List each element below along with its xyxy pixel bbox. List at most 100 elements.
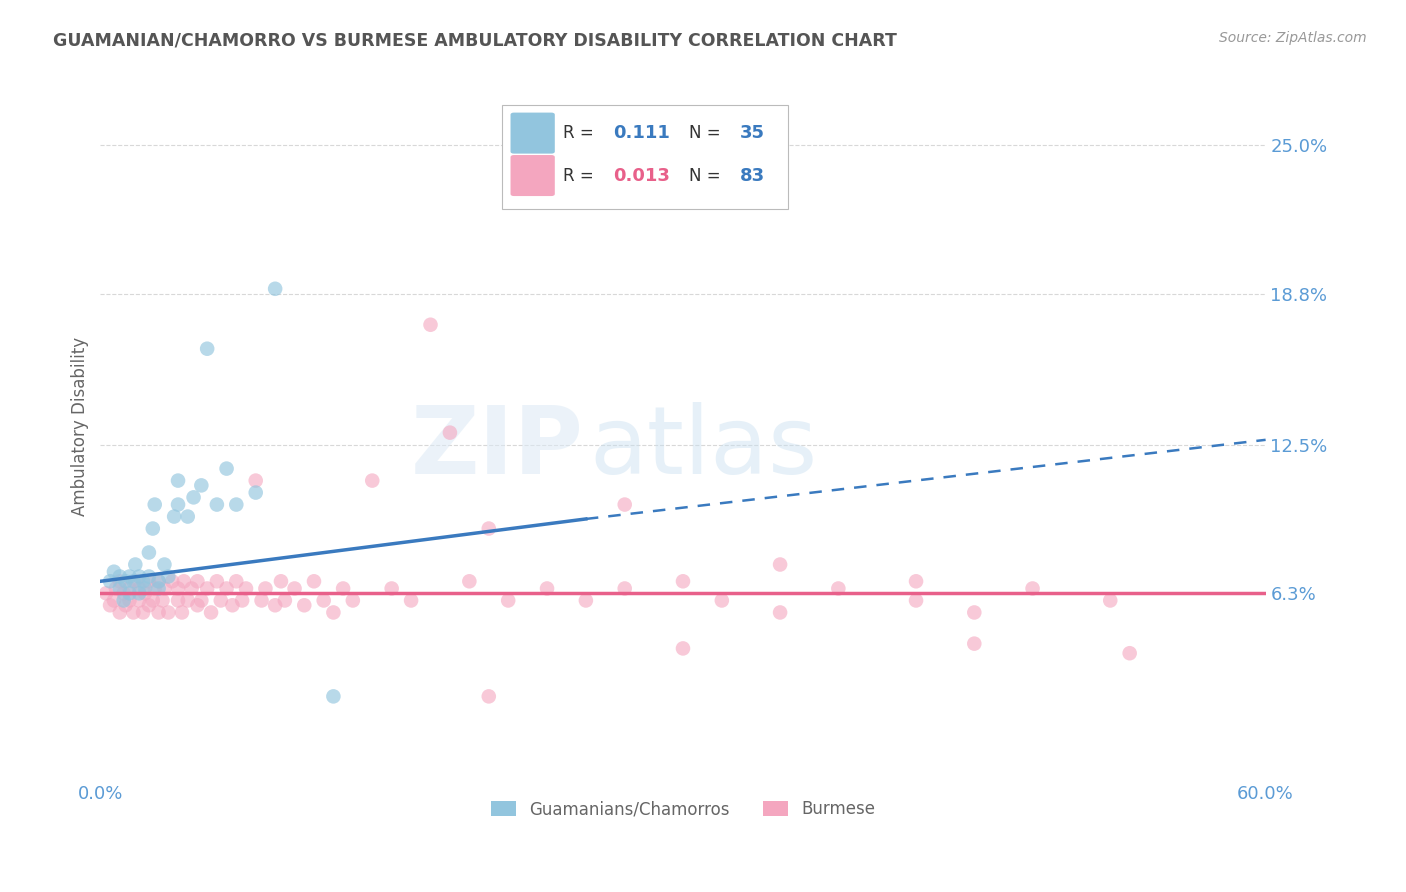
Text: N =: N = bbox=[689, 167, 725, 185]
Point bbox=[153, 582, 176, 596]
Point bbox=[209, 593, 232, 607]
Point bbox=[122, 574, 145, 589]
Point bbox=[963, 637, 986, 651]
Point bbox=[284, 582, 307, 596]
Point bbox=[138, 599, 160, 613]
Point bbox=[575, 593, 598, 607]
Point bbox=[160, 574, 183, 589]
Point bbox=[118, 569, 141, 583]
Point bbox=[96, 586, 118, 600]
Point bbox=[186, 599, 208, 613]
Point bbox=[167, 582, 190, 596]
Point bbox=[103, 593, 125, 607]
Text: 0.111: 0.111 bbox=[613, 124, 669, 142]
Point bbox=[245, 485, 267, 500]
Point bbox=[177, 509, 200, 524]
Point bbox=[118, 593, 141, 607]
Point bbox=[142, 522, 165, 536]
Text: R =: R = bbox=[562, 124, 599, 142]
Point bbox=[148, 574, 170, 589]
Point bbox=[190, 593, 212, 607]
Point bbox=[225, 498, 247, 512]
Point bbox=[439, 425, 461, 440]
Point bbox=[613, 582, 636, 596]
Point bbox=[769, 558, 792, 572]
Point bbox=[108, 582, 131, 596]
Text: N =: N = bbox=[689, 124, 725, 142]
Point bbox=[152, 593, 174, 607]
Point bbox=[114, 599, 136, 613]
Point bbox=[143, 498, 166, 512]
Point bbox=[132, 606, 155, 620]
Point bbox=[128, 586, 150, 600]
Point bbox=[142, 593, 165, 607]
Point bbox=[138, 574, 160, 589]
Point bbox=[153, 558, 176, 572]
Point bbox=[322, 690, 344, 704]
Point bbox=[167, 593, 190, 607]
Point bbox=[103, 565, 125, 579]
Point bbox=[361, 474, 384, 488]
Point bbox=[128, 582, 150, 596]
Point bbox=[200, 606, 222, 620]
Text: GUAMANIAN/CHAMORRO VS BURMESE AMBULATORY DISABILITY CORRELATION CHART: GUAMANIAN/CHAMORRO VS BURMESE AMBULATORY… bbox=[53, 31, 897, 49]
Point bbox=[478, 690, 501, 704]
Point bbox=[114, 574, 136, 589]
Point bbox=[332, 582, 354, 596]
Point bbox=[250, 593, 273, 607]
FancyBboxPatch shape bbox=[510, 112, 555, 153]
Point bbox=[195, 342, 218, 356]
Point bbox=[769, 606, 792, 620]
Point bbox=[225, 574, 247, 589]
Point bbox=[322, 606, 344, 620]
Point bbox=[118, 586, 141, 600]
Point bbox=[128, 569, 150, 583]
Point bbox=[98, 599, 121, 613]
Point bbox=[112, 586, 135, 600]
Point bbox=[177, 593, 200, 607]
Point bbox=[170, 606, 193, 620]
Point bbox=[710, 593, 733, 607]
Point bbox=[536, 582, 558, 596]
Point bbox=[157, 569, 180, 583]
Point bbox=[245, 474, 267, 488]
Point bbox=[205, 498, 228, 512]
Point bbox=[134, 586, 156, 600]
Point bbox=[905, 593, 928, 607]
Point bbox=[672, 574, 695, 589]
Point bbox=[221, 599, 243, 613]
Point bbox=[186, 574, 208, 589]
Y-axis label: Ambulatory Disability: Ambulatory Disability bbox=[72, 337, 89, 516]
Text: R =: R = bbox=[562, 167, 599, 185]
Point bbox=[672, 641, 695, 656]
Point bbox=[148, 582, 170, 596]
Point bbox=[122, 606, 145, 620]
Point bbox=[180, 582, 202, 596]
Point bbox=[478, 522, 501, 536]
Point bbox=[138, 569, 160, 583]
Point bbox=[138, 545, 160, 559]
Point bbox=[167, 498, 190, 512]
Legend: Guamanians/Chamorros, Burmese: Guamanians/Chamorros, Burmese bbox=[484, 794, 882, 825]
Point bbox=[98, 574, 121, 589]
Point bbox=[108, 569, 131, 583]
Text: atlas: atlas bbox=[589, 402, 818, 494]
Text: 35: 35 bbox=[740, 124, 765, 142]
Point bbox=[167, 474, 190, 488]
Point bbox=[173, 574, 195, 589]
Point bbox=[132, 574, 155, 589]
Point bbox=[143, 582, 166, 596]
Point bbox=[134, 582, 156, 596]
Point bbox=[118, 582, 141, 596]
Point bbox=[399, 593, 422, 607]
Point bbox=[613, 498, 636, 512]
Point bbox=[905, 574, 928, 589]
FancyBboxPatch shape bbox=[502, 104, 787, 210]
Point bbox=[124, 558, 146, 572]
Point bbox=[148, 574, 170, 589]
Point bbox=[254, 582, 277, 596]
Point bbox=[458, 574, 481, 589]
Text: Source: ZipAtlas.com: Source: ZipAtlas.com bbox=[1219, 31, 1367, 45]
Point bbox=[231, 593, 253, 607]
Point bbox=[381, 582, 404, 596]
